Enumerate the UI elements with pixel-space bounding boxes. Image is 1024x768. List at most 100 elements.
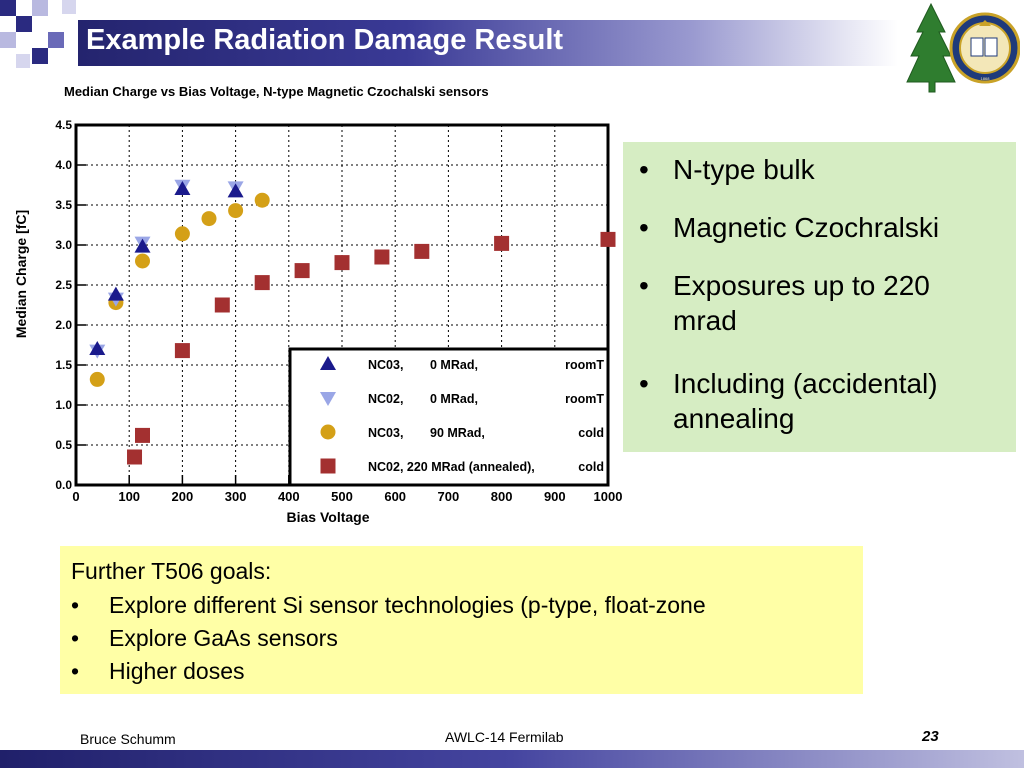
goal-text: Explore different Si sensor technologies… [109, 592, 706, 618]
decor-square [62, 0, 76, 14]
data-point [127, 449, 143, 465]
bullet-text: Including (accidental) [673, 368, 938, 399]
page-number: 23 [922, 728, 939, 745]
legend-dose: 0 MRad, [430, 392, 478, 406]
data-point [89, 371, 105, 387]
decor-square [0, 32, 16, 48]
bullet-text: Magnetic Czochralski [673, 212, 940, 243]
legend-label: NC02, [368, 392, 403, 406]
y-tick-label: 0.5 [55, 438, 72, 452]
data-point [494, 235, 510, 251]
legend-label: NC02, 220 MRad (annealed), [368, 460, 535, 474]
bullet-dot: • [639, 368, 649, 399]
goal-text: Higher doses [109, 658, 245, 684]
goal-bullet: • [71, 592, 80, 618]
legend-label: NC03, [368, 426, 403, 440]
y-tick-label: 3.5 [55, 198, 72, 212]
seal-year-text: 1868 [981, 76, 991, 81]
y-tick-label: 2.5 [55, 278, 72, 292]
decor-square [48, 32, 64, 48]
y-tick-label: 4.5 [55, 118, 72, 132]
goal-text: Explore GaAs sensors [109, 625, 338, 651]
legend-dose: 0 MRad, [430, 358, 478, 372]
y-axis-label: Median Charge [fC] [13, 210, 29, 338]
bullet-item: • N-type bulk [623, 152, 1016, 187]
data-point [134, 238, 151, 253]
data-point [600, 231, 616, 247]
y-tick-label: 0.0 [55, 478, 72, 492]
decor-square [0, 0, 16, 16]
x-tick-label: 700 [438, 489, 460, 504]
decor-square [16, 16, 32, 32]
y-tick-label: 1.0 [55, 398, 72, 412]
legend-marker [320, 392, 336, 406]
legend-condition: roomT [565, 392, 604, 406]
x-tick-label: 400 [278, 489, 300, 504]
legend-box [288, 347, 610, 487]
x-tick-label: 900 [544, 489, 566, 504]
decor-square [32, 0, 48, 16]
data-point [174, 181, 191, 195]
legend-condition: roomT [565, 358, 604, 372]
data-point [374, 249, 390, 265]
x-tick-label: 300 [225, 489, 247, 504]
x-tick-label: 0 [72, 489, 79, 504]
legend-condition: cold [578, 460, 604, 474]
data-point [414, 243, 430, 259]
footer-bar [0, 750, 1024, 768]
title-bar [78, 20, 898, 66]
bullet-text-cont: mrad [673, 305, 737, 336]
bullet-dot: • [639, 154, 649, 185]
y-tick-label: 4.0 [55, 158, 72, 172]
data-point [89, 341, 106, 355]
chart-legend: NC03, 0 MRad, roomT NC02, 0 MRad, roomT NC03, 9… [288, 347, 610, 487]
goal-bullet: • [71, 658, 80, 684]
data-point [107, 286, 124, 301]
x-tick-label: 200 [172, 489, 194, 504]
bullet-item: • Exposures up to 220 mrad [623, 268, 1016, 338]
y-tick-label: 1.5 [55, 358, 72, 372]
university-seal-icon: 1868 [906, 2, 1020, 93]
bullet-text: Exposures up to 220 [673, 270, 930, 301]
x-tick-label: 800 [491, 489, 513, 504]
chart-title: Median Charge vs Bias Voltage, N-type Ma… [64, 84, 489, 99]
goals-heading: Further T506 goals: [71, 558, 272, 584]
goals-box: Further T506 goals: • Explore different … [60, 546, 863, 694]
slide-title: Example Radiation Damage Result [86, 24, 564, 56]
bullet-item: • Magnetic Czochralski [623, 210, 1016, 245]
data-point [254, 275, 270, 291]
data-point [214, 297, 230, 313]
data-point [228, 203, 244, 219]
bullet-text-cont: annealing [673, 403, 795, 434]
chart-ticks: 0 100 200 300 400 500 600 700 800 900 1000 0.0 0.5 1.… [55, 118, 622, 504]
data-point [254, 192, 270, 208]
data-point [227, 183, 244, 198]
data-point [135, 427, 150, 443]
legend-marker [320, 356, 336, 370]
decor-square [16, 54, 30, 68]
highlights-box: • N-type bulk • Magnetic Czochralski • Expo… [623, 142, 1016, 452]
data-point [135, 253, 150, 269]
goal-bullet: • [71, 625, 80, 651]
legend-marker [320, 458, 336, 474]
legend-label: NC03, [368, 358, 403, 372]
data-point [294, 263, 310, 279]
footer-author: Bruce Schumm [80, 731, 176, 747]
legend-condition: cold [578, 426, 604, 440]
chart-points [89, 179, 616, 465]
x-tick-label: 600 [384, 489, 406, 504]
bullet-dot: • [639, 212, 649, 243]
bullet-item: • Including (accidental) annealing [623, 366, 1016, 436]
median-charge-chart: Median Charge vs Bias Voltage, N-type Ma… [13, 84, 622, 525]
data-point [174, 226, 190, 242]
y-tick-label: 2.0 [55, 318, 72, 332]
x-axis-label: Bias Voltage [287, 509, 370, 525]
y-tick-label: 3.0 [55, 238, 72, 252]
data-point [334, 255, 350, 271]
footer-event: AWLC-14 Fermilab [445, 729, 564, 745]
x-tick-label: 100 [118, 489, 140, 504]
x-tick-label: 1000 [594, 489, 623, 504]
decor-square [32, 48, 48, 64]
data-point [201, 211, 217, 227]
legend-dose: 90 MRad, [430, 426, 485, 440]
